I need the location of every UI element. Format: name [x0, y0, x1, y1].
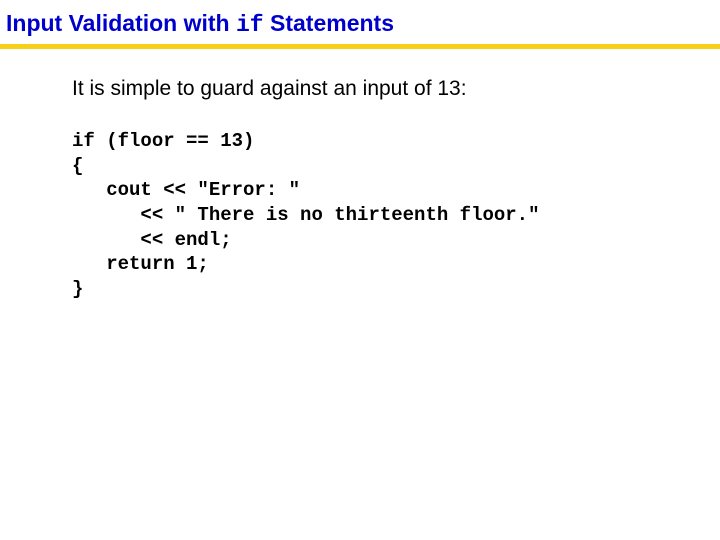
code-line: if (floor == 13): [72, 130, 254, 152]
slide-title: Input Validation with if Statements: [0, 0, 720, 44]
code-line: }: [72, 278, 83, 300]
code-line: return 1;: [72, 253, 209, 275]
code-line: cout << "Error: ": [72, 179, 300, 201]
content-area: It is simple to guard against an input o…: [0, 49, 720, 302]
code-block: if (floor == 13) { cout << "Error: " << …: [72, 129, 720, 302]
title-text-part1: Input Validation with: [6, 10, 236, 36]
title-text-part2: Statements: [264, 10, 394, 36]
slide: Input Validation with if Statements It i…: [0, 0, 720, 540]
intro-text: It is simple to guard against an input o…: [72, 77, 720, 101]
title-code-word: if: [236, 12, 264, 38]
code-line: << " There is no thirteenth floor.": [72, 204, 539, 226]
code-line: << endl;: [72, 229, 232, 251]
code-line: {: [72, 155, 83, 177]
